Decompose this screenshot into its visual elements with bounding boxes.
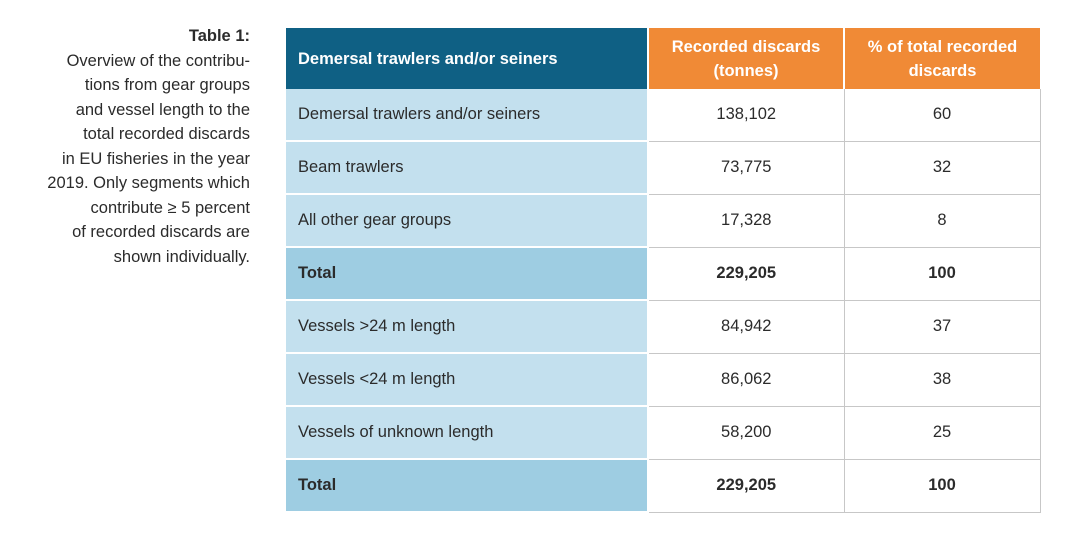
row-label: Total	[286, 247, 649, 301]
total-row: Total 229,205 100	[286, 459, 1041, 513]
table-row: Vessels of unknown length 58,200 25	[286, 406, 1041, 460]
caption-line: shown individually.	[113, 247, 250, 266]
row-discards: 73,775	[648, 141, 845, 195]
caption-line: of recorded discards are	[72, 223, 250, 241]
row-discards: 229,205	[648, 459, 845, 513]
row-percent: 38	[844, 353, 1041, 407]
row-percent: 8	[844, 194, 1041, 248]
header-discards-line: (tonnes)	[713, 61, 779, 80]
caption-line: and vessel length to the	[75, 100, 250, 119]
row-percent: 60	[844, 89, 1041, 142]
row-percent: 25	[844, 406, 1041, 460]
row-discards: 17,328	[648, 194, 845, 248]
caption-line: Overview of the contribu-	[66, 51, 250, 70]
table-row: All other gear groups 17,328 8	[286, 194, 1041, 248]
row-percent: 100	[844, 459, 1041, 513]
row-label: Vessels <24 m length	[286, 353, 649, 407]
row-discards: 229,205	[648, 247, 845, 301]
caption-line: total recorded discards	[83, 125, 250, 143]
caption-line: in EU fisheries in the year	[61, 149, 250, 168]
header-recorded-discards: Recorded discards (tonnes)	[648, 28, 845, 89]
row-label: Vessels >24 m length	[286, 300, 649, 354]
row-discards: 58,200	[648, 406, 845, 460]
table-row: Demersal trawlers and/or seiners 138,102…	[286, 89, 1041, 142]
table-caption: Table 1: Overview of the contribu- tions…	[10, 24, 250, 269]
caption-line: 2019. Only segments which	[47, 174, 250, 192]
total-row: Total 229,205 100	[286, 247, 1041, 301]
table-header-row: Demersal trawlers and/or seiners Recorde…	[286, 28, 1040, 89]
table-row: Vessels >24 m length 84,942 37	[286, 300, 1041, 354]
row-label: Beam trawlers	[286, 141, 649, 195]
row-label: All other gear groups	[286, 194, 649, 248]
row-discards: 86,062	[648, 353, 845, 407]
table-row: Vessels <24 m length 86,062 38	[286, 353, 1041, 407]
header-percent-total: % of total recorded discards	[844, 28, 1040, 89]
caption-text: Overview of the contribu- tions from gea…	[10, 49, 250, 270]
header-percent-line: % of total recorded	[867, 37, 1018, 56]
caption-line: tions from gear groups	[84, 76, 250, 94]
header-discards-line: Recorded discards	[671, 37, 821, 56]
discards-table: Demersal trawlers and/or seiners Recorde…	[286, 28, 1041, 513]
row-percent: 100	[844, 247, 1041, 301]
caption-title: Table 1:	[188, 27, 250, 45]
header-segment: Demersal trawlers and/or seiners	[286, 28, 649, 89]
table-row: Beam trawlers 73,775 32	[286, 141, 1041, 195]
header-percent-line: discards	[908, 61, 977, 80]
row-percent: 32	[844, 141, 1041, 195]
row-label: Demersal trawlers and/or seiners	[286, 89, 649, 142]
row-label: Vessels of unknown length	[286, 406, 649, 460]
row-discards: 84,942	[648, 300, 845, 354]
row-percent: 37	[844, 300, 1041, 354]
row-discards: 138,102	[648, 89, 845, 142]
row-label: Total	[286, 459, 649, 513]
caption-line: contribute ≥ 5 percent	[90, 198, 250, 217]
